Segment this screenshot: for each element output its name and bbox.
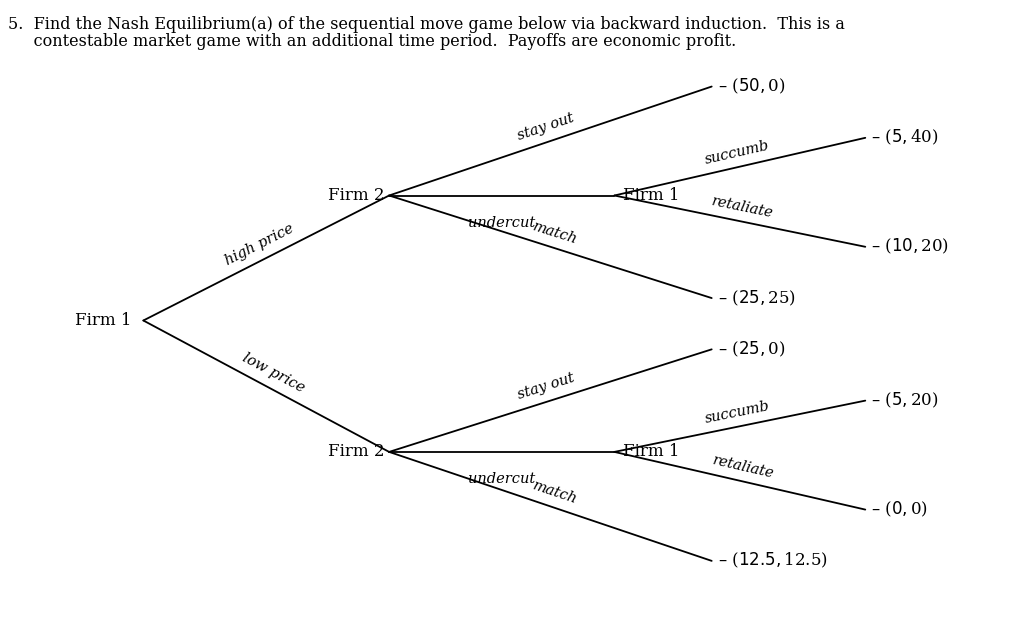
Text: Firm 1: Firm 1 (623, 187, 679, 204)
Text: low price: low price (240, 351, 307, 395)
Text: undercut: undercut (468, 472, 536, 487)
Text: – ($5, $40): – ($5, $40) (871, 128, 939, 147)
Text: Firm 1: Firm 1 (75, 312, 131, 329)
Text: stay out: stay out (515, 111, 575, 144)
Text: retaliate: retaliate (711, 194, 775, 221)
Text: stay out: stay out (516, 371, 577, 403)
Text: Firm 1: Firm 1 (623, 444, 679, 460)
Text: retaliate: retaliate (711, 453, 775, 481)
Text: 5.  Find the Nash Equilibrium(a) of the sequential move game below via backward : 5. Find the Nash Equilibrium(a) of the s… (8, 16, 845, 33)
Text: high price: high price (222, 221, 296, 268)
Text: – ($5, $20): – ($5, $20) (871, 391, 939, 410)
Text: – ($10, $20): – ($10, $20) (871, 237, 949, 256)
Text: – ($25, $25): – ($25, $25) (718, 288, 796, 308)
Text: succumb: succumb (703, 399, 771, 426)
Text: Firm 2: Firm 2 (328, 444, 384, 460)
Text: match: match (530, 219, 579, 247)
Text: – ($0, $0): – ($0, $0) (871, 500, 929, 519)
Text: succumb: succumb (702, 138, 770, 167)
Text: – ($25, $0): – ($25, $0) (718, 340, 785, 359)
Text: Firm 2: Firm 2 (328, 187, 384, 204)
Text: contestable market game with an additional time period.  Payoffs are economic pr: contestable market game with an addition… (8, 33, 736, 51)
Text: – ($50, $0): – ($50, $0) (718, 77, 785, 96)
Text: match: match (531, 479, 580, 506)
Text: – ($12.5, $12.5): – ($12.5, $12.5) (718, 551, 827, 570)
Text: undercut: undercut (468, 216, 536, 230)
